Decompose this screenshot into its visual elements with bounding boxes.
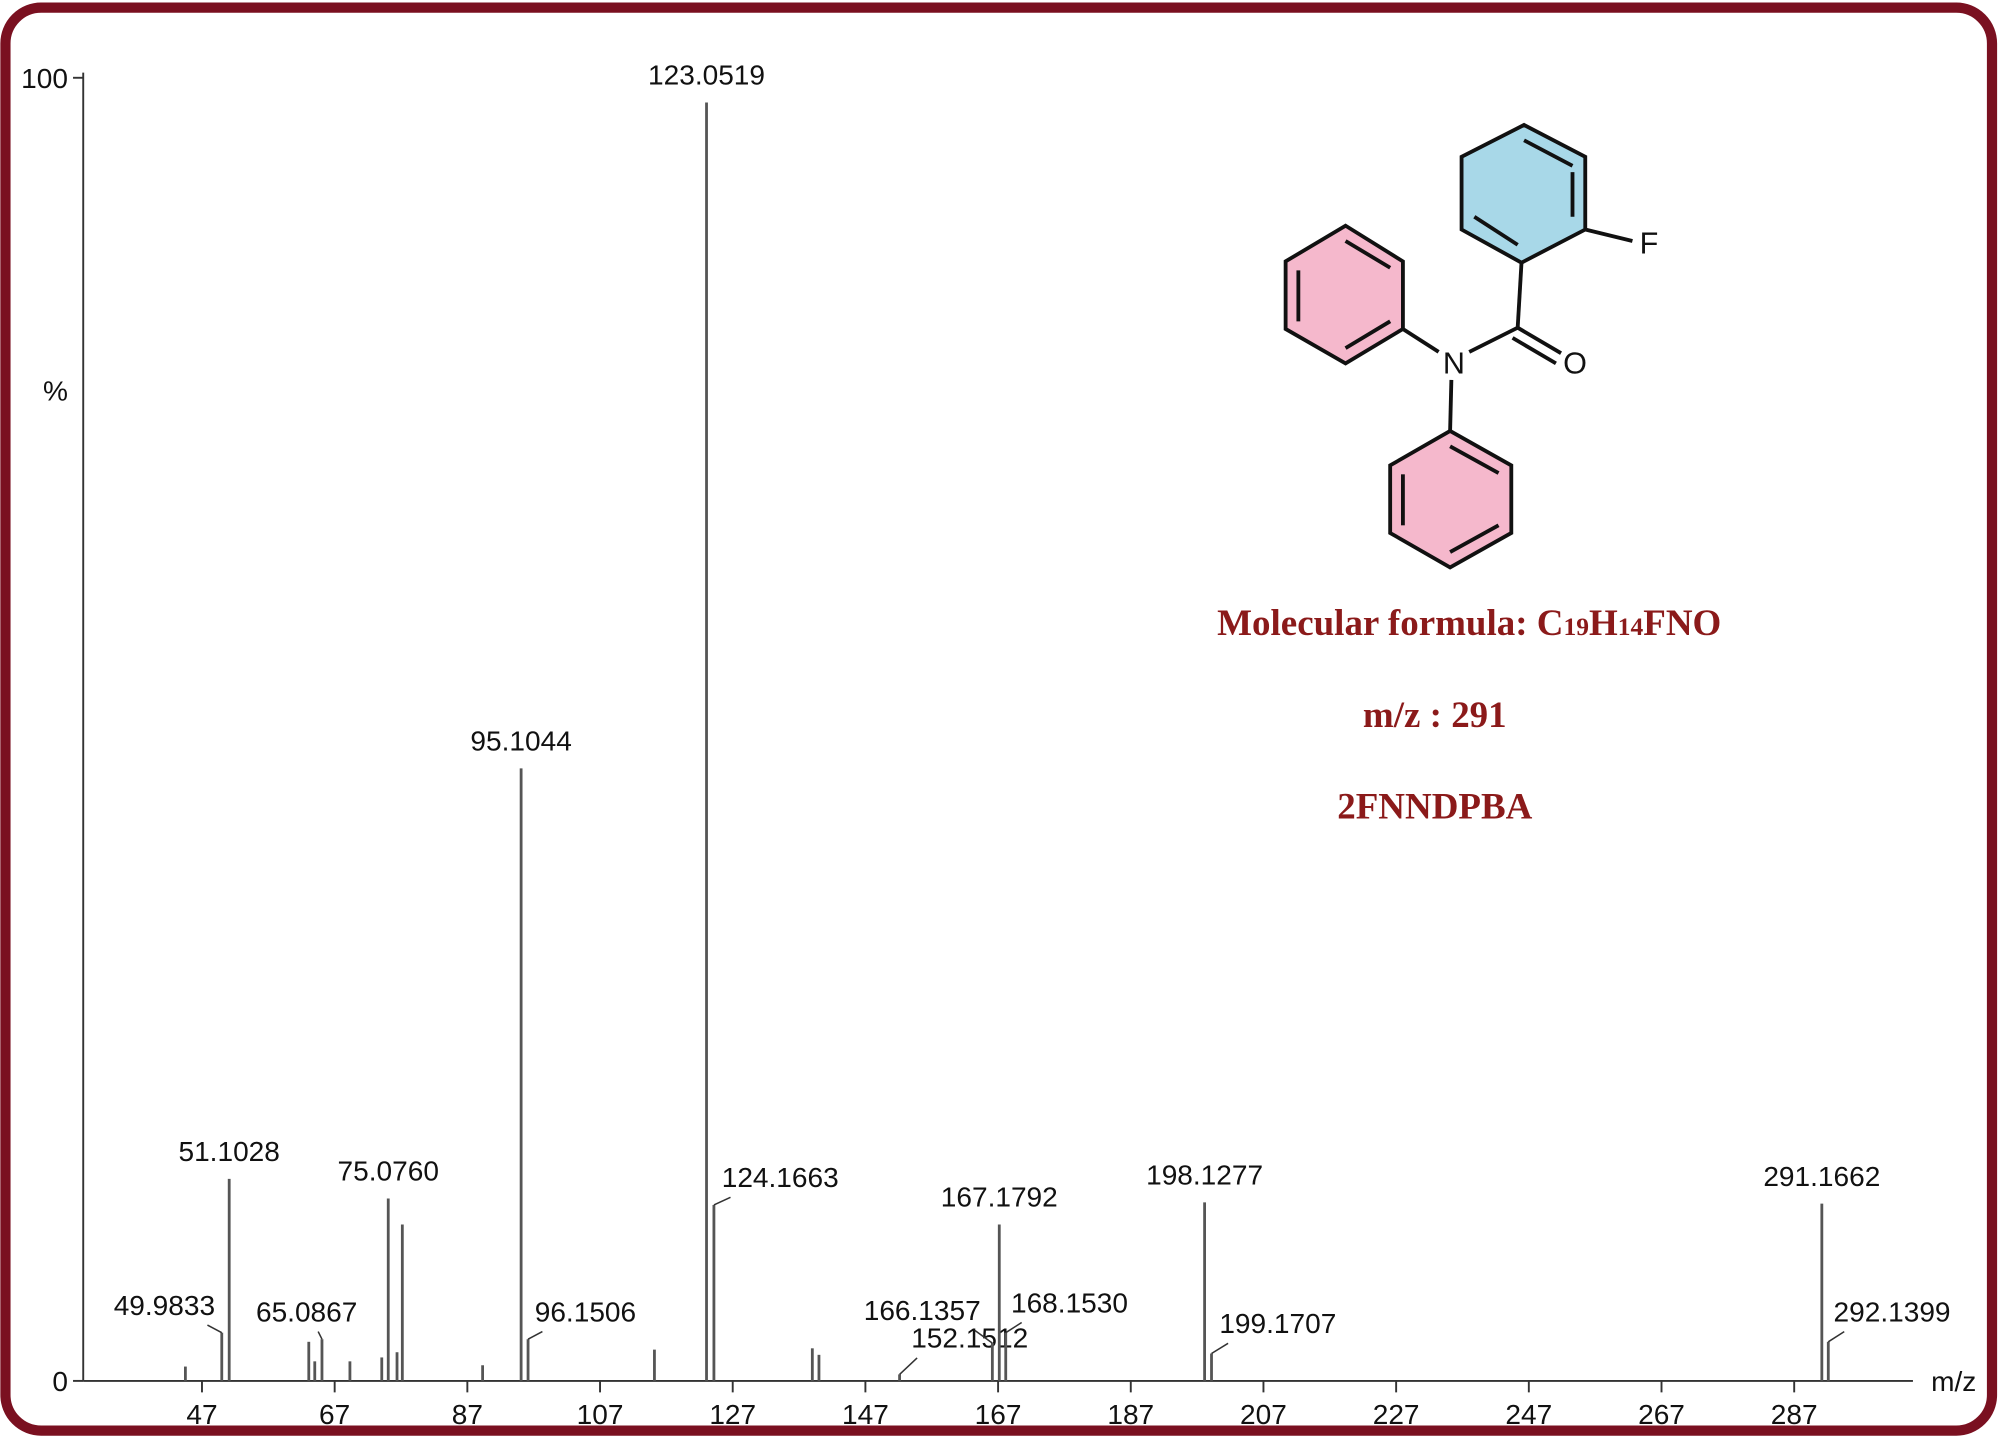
peak-label: 51.1028 <box>179 1136 280 1167</box>
double-bond <box>1449 523 1500 554</box>
peak-label: 167.1792 <box>941 1182 1058 1213</box>
bond <box>1511 336 1557 366</box>
x-tick-label: 67 <box>319 1399 350 1430</box>
peak-label: 123.0519 <box>648 60 765 91</box>
peak-label: 198.1277 <box>1146 1160 1263 1191</box>
leader <box>317 1331 323 1340</box>
atom-label: N <box>1443 347 1465 381</box>
peak-label: 75.0760 <box>338 1156 439 1187</box>
x-tick-label: 87 <box>452 1399 483 1430</box>
peak-label: 65.0867 <box>256 1296 357 1327</box>
x-tick-label: 207 <box>1240 1399 1287 1430</box>
leader <box>1827 1330 1845 1343</box>
ring-blue <box>1459 122 1588 265</box>
x-tick-label: 187 <box>1107 1399 1154 1430</box>
leader <box>899 1357 918 1375</box>
x-tick-label: 227 <box>1373 1399 1420 1430</box>
x-tick-label: 167 <box>975 1399 1022 1430</box>
y-axis-label: % <box>43 376 68 407</box>
x-tick-label: 267 <box>1638 1399 1685 1430</box>
peak-label: 49.9833 <box>114 1290 215 1321</box>
subscript: 14 <box>1618 612 1644 641</box>
leader <box>1211 1342 1229 1355</box>
peak-label: 124.1663 <box>722 1162 839 1193</box>
peak-label: 166.1357 <box>864 1295 981 1326</box>
subscript: 19 <box>1563 612 1588 641</box>
x-axis-label: m/z <box>1931 1366 1976 1397</box>
x-tick-label: 287 <box>1771 1399 1818 1430</box>
leader <box>1005 1321 1023 1334</box>
peak-label: 291.1662 <box>1763 1161 1880 1192</box>
double-bond <box>1523 138 1574 168</box>
atom-label: O <box>1563 347 1587 381</box>
ring-pink <box>1388 428 1514 570</box>
bond <box>1515 262 1524 328</box>
double-bond <box>1344 319 1392 350</box>
bond <box>1584 227 1633 243</box>
peak-label: 95.1044 <box>470 726 571 757</box>
peak-label: 199.1707 <box>1219 1308 1336 1339</box>
plot: 0 100% 47 67 87 107 127 147 167 187 207 227 247 267 28… <box>21 60 1976 1431</box>
ring-pink <box>1283 223 1405 366</box>
peak-label: 96.1506 <box>535 1296 636 1327</box>
formula-text: FNO <box>1643 602 1721 643</box>
bond <box>1401 327 1440 354</box>
x-tick-label: 147 <box>842 1399 889 1430</box>
bond <box>1516 326 1562 355</box>
molecule <box>1283 122 1633 570</box>
mz-annotation: m/z : 291 <box>1363 694 1507 735</box>
x-tick-label: 47 <box>186 1399 217 1430</box>
leader <box>974 1329 993 1344</box>
peak-label: 152.1512 <box>911 1323 1028 1354</box>
formula: Molecular formula: C19H14FNO <box>1217 602 1721 643</box>
peak-label: 168.1530 <box>1011 1287 1128 1318</box>
x-tick-label: 247 <box>1505 1399 1552 1430</box>
formula-text: H <box>1589 602 1618 643</box>
y-tick-label: 100 <box>21 63 68 94</box>
y-tick-label: 0 <box>52 1366 68 1397</box>
leader <box>527 1330 543 1340</box>
peak-label: 292.1399 <box>1834 1296 1951 1327</box>
double-bond <box>1473 215 1519 247</box>
double-bond <box>1449 444 1500 475</box>
double-bond <box>1344 239 1392 270</box>
x-tick-label: 127 <box>709 1399 756 1430</box>
compound-name: 2FNNDPBA <box>1337 786 1532 827</box>
bond <box>1448 379 1454 432</box>
formula-text: Molecular formula: C <box>1217 602 1563 643</box>
leader <box>207 1324 223 1334</box>
atom-label: F <box>1640 227 1659 261</box>
x-tick-label: 107 <box>577 1399 624 1430</box>
bond <box>1468 325 1519 354</box>
leader <box>713 1196 731 1206</box>
